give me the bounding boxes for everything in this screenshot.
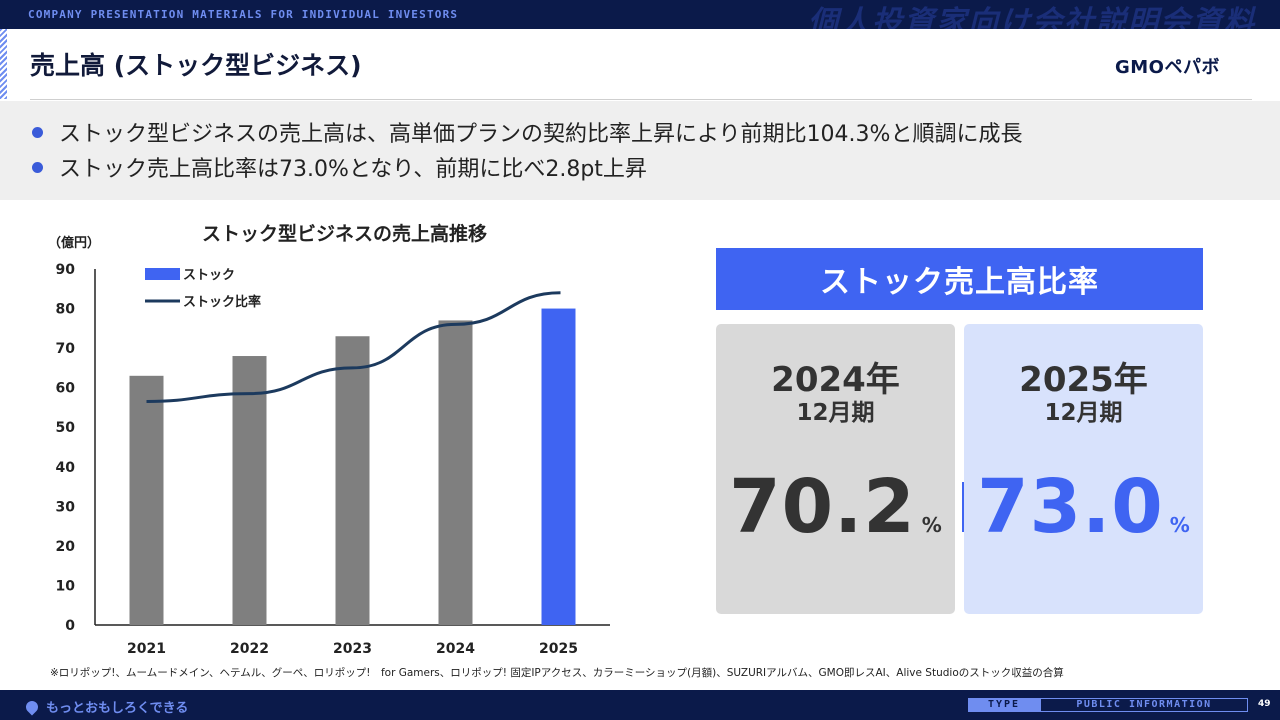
tagline-text: もっとおもしろくできる: [46, 701, 189, 716]
bar-stock: [232, 356, 267, 625]
summary-bullet-text: ストック型ビジネスの売上高は、高単価プランの契約比率上昇により前期比104.3%…: [59, 122, 1023, 147]
y-tick-label: 30: [56, 499, 76, 515]
y-tick-label: 10: [56, 578, 76, 594]
side-stripe: [0, 29, 7, 99]
top-banner: COMPANY PRESENTATION MATERIALS FOR INDIV…: [0, 0, 1280, 29]
x-tick-label: 2023: [333, 641, 372, 657]
legend-label-line: ストック比率: [183, 294, 261, 310]
ratio-value-block: 70.2%: [716, 464, 955, 550]
x-tick-label: 2022: [230, 641, 269, 657]
y-tick-label: 0: [65, 618, 75, 634]
type-label: TYPE: [968, 698, 1040, 712]
y-tick-label: 40: [56, 460, 76, 476]
chart-title: ストック型ビジネスの売上高推移: [202, 223, 488, 245]
legend-swatch-bar: [145, 268, 180, 280]
tagline: もっとおもしろくできる: [23, 697, 189, 716]
bottom-bar: [0, 690, 1280, 720]
title-divider: [30, 99, 1252, 100]
summary-box: [0, 101, 1280, 200]
x-tick-label: 2024: [436, 641, 475, 657]
bar-stock: [541, 308, 576, 625]
chart-unit-label: （億円）: [48, 236, 101, 251]
banner-title: 個人投資家向け会社説明会資料: [808, 5, 1256, 29]
footnote: ※ロリポップ!、ムームードメイン、ヘテムル、グーペ、ロリポップ! for Gam…: [50, 667, 1064, 679]
ratio-value-block: 73.0%: [964, 464, 1203, 550]
banner-subtitle: COMPANY PRESENTATION MATERIALS FOR INDIV…: [28, 8, 459, 21]
ratio-year: 2025年: [1019, 360, 1148, 400]
x-tick-label: 2025: [539, 641, 578, 657]
y-tick-label: 80: [56, 302, 76, 318]
ratio-header: ストック売上高比率: [716, 248, 1203, 310]
x-tick-label: 2021: [127, 641, 166, 657]
stock-sales-chart: 0 10 20 30 40 50 60 70 80 90 2021 2022 2023 2024 2025 ス…: [56, 262, 610, 657]
page-number: 49: [1258, 699, 1271, 709]
ratio-unit: %: [1169, 513, 1190, 537]
ratio-period: 12月期: [796, 400, 875, 426]
bar-stock: [335, 336, 370, 625]
bullet-dot-icon: [32, 126, 43, 138]
y-tick-label: 70: [56, 341, 76, 357]
y-tick-label: 90: [56, 262, 76, 278]
ratio-card-2024: 2024年 12月期 70.2%: [716, 324, 955, 614]
bar-stock: [129, 375, 164, 625]
ratio-card-2025: 2025年 12月期 73.0%: [964, 324, 1203, 614]
pin-icon: [23, 698, 41, 715]
y-tick-label: 20: [56, 539, 76, 555]
y-tick-label: 60: [56, 381, 76, 397]
brand-logo: GMOペパボ: [1115, 57, 1220, 78]
ratio-period: 12月期: [1044, 400, 1123, 426]
line-stock-ratio: [146, 291, 561, 404]
summary-bullet: ストック型ビジネスの売上高は、高単価プランの契約比率上昇により前期比104.3%…: [32, 116, 1022, 148]
ratio-value: 73.0: [977, 464, 1164, 550]
ratio-year: 2024年: [771, 360, 900, 400]
summary-bullet-text: ストック売上高比率は73.0%となり、前期に比べ2.8pt上昇: [59, 157, 647, 182]
y-tick-label: 50: [56, 420, 76, 436]
legend-label-bar: ストック: [183, 268, 235, 283]
bullet-dot-icon: [32, 161, 43, 173]
bar-stock: [438, 320, 473, 625]
ratio-value: 70.2: [729, 464, 916, 550]
ratio-unit: %: [921, 513, 942, 537]
type-value: PUBLIC INFORMATION: [1040, 698, 1248, 712]
summary-bullet: ストック売上高比率は73.0%となり、前期に比べ2.8pt上昇: [32, 151, 647, 183]
page-title: 売上高 (ストック型ビジネス): [30, 51, 362, 80]
